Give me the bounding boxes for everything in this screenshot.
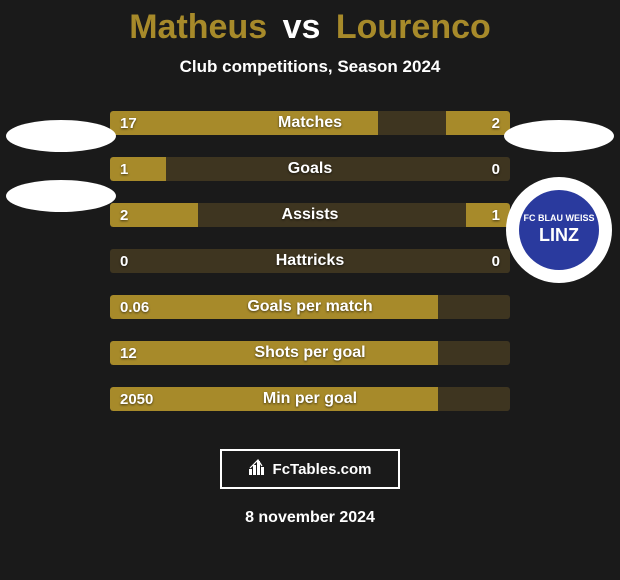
bars-icon [249,459,267,479]
brand-label: FcTables.com [273,461,372,478]
stat-bar-left [110,203,198,227]
stat-bar-track [110,249,510,273]
page-title: Matheus vs Lourenco [129,8,491,47]
right-badge-stack: FC BLAU WEISS LINZ [504,120,614,280]
stat-row: Hattricks00 [110,249,510,273]
footer-date: 8 november 2024 [245,509,375,527]
stat-bar-left [110,387,438,411]
stat-row: Goals per match0.06 [110,295,510,319]
stats-list: Matches172 Goals10 Assists21 Hattricks00 Goa… [110,111,510,411]
stat-bar-left [110,157,166,181]
club-badge: FC BLAU WEISS LINZ [509,180,609,280]
stat-row: Shots per goal12 [110,341,510,365]
subtitle: Club competitions, Season 2024 [180,57,441,77]
club-name-top: FC BLAU WEISS [524,214,595,224]
club-badge-placeholder [504,120,614,152]
stat-bar-track [110,341,510,365]
player1-name: Matheus [129,8,267,46]
stat-bar-track [110,387,510,411]
stat-row: Assists21 [110,203,510,227]
stat-bar-right [446,111,510,135]
stat-bar-track [110,295,510,319]
brand-link[interactable]: FcTables.com [220,449,400,489]
club-badge-inner: FC BLAU WEISS LINZ [519,190,599,270]
stat-bar-left [110,295,438,319]
comparison-card: Matheus vs Lourenco Club competitions, S… [0,0,620,580]
left-badge-stack [6,120,116,212]
vs-label: vs [277,8,327,46]
stat-bar-track [110,203,510,227]
stat-row: Matches172 [110,111,510,135]
club-name-big: LINZ [539,226,579,246]
stat-row: Min per goal2050 [110,387,510,411]
stat-row: Goals10 [110,157,510,181]
stat-bar-left [110,341,438,365]
club-badge-placeholder [6,180,116,212]
player2-name: Lourenco [336,8,491,46]
club-badge-placeholder [6,120,116,152]
stat-bar-left [110,111,378,135]
stat-bar-track [110,111,510,135]
stat-bar-track [110,157,510,181]
